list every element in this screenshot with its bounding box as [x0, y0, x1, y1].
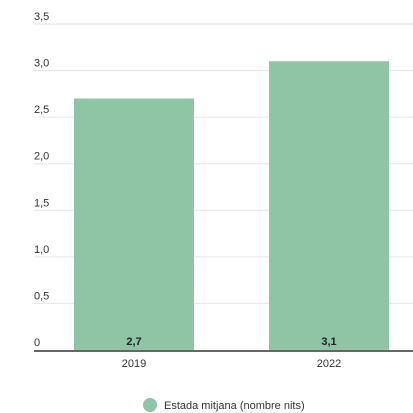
legend: Estada mitjana (nombre nits): [143, 398, 305, 412]
data-labels: 2,7 3,1: [126, 336, 336, 348]
x-tick-label: 2019: [122, 358, 146, 370]
data-label-2019: 2,7: [126, 336, 141, 348]
y-tick-label: 1,5: [34, 197, 49, 209]
y-tick-label: 0: [34, 337, 40, 349]
y-tick-label: 2,0: [34, 151, 49, 163]
x-tick-label: 2022: [317, 358, 341, 370]
legend-label: Estada mitjana (nombre nits): [164, 400, 305, 412]
bars: [74, 61, 389, 350]
y-tick-label: 0,5: [34, 290, 49, 302]
bar-2019: [74, 98, 194, 350]
data-label-2022: 3,1: [321, 336, 336, 348]
y-axis-tick-labels: 0 0,5 1,0 1,5 2,0 2,5 3,0 3,5: [34, 11, 49, 349]
y-tick-label: 1,0: [34, 244, 49, 256]
bar-2022: [269, 61, 389, 350]
x-axis: 2019 2022: [34, 350, 413, 370]
y-tick-label: 2,5: [34, 104, 49, 116]
y-tick-label: 3,5: [34, 11, 49, 23]
legend-marker: [143, 398, 157, 412]
y-tick-label: 3,0: [34, 58, 49, 70]
